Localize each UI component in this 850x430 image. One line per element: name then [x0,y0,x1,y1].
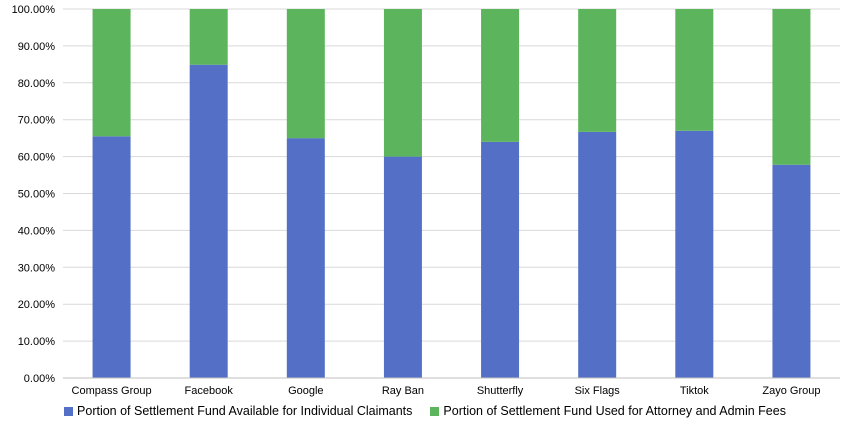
y-tick-label: 20.00% [18,299,56,311]
y-tick-label: 90.00% [18,41,56,53]
legend-label-claimants: Portion of Settlement Fund Available for… [77,404,413,418]
stacked-bar-chart: 0.00% 10.00% 20.00% 30.00% 40.00% 50.00% 60.00… [12,4,840,397]
legend-item-fees: Portion of Settlement Fund Used for Atto… [430,402,786,420]
x-tick-label: Shutterfly [477,385,524,397]
bar-segment-fees [286,9,325,139]
bars [92,9,811,379]
bar-segment-fees [578,9,617,132]
bar-segment-claimants [189,64,228,379]
y-tick-label: 80.00% [18,78,56,90]
bar-segment-fees [481,9,520,142]
y-axis: 0.00% 10.00% 20.00% 30.00% 40.00% 50.00% 60.00… [12,4,56,385]
bar-segment-claimants [383,156,422,378]
bar-segment-claimants [286,138,325,378]
bar-segment-fees [675,9,714,131]
legend-swatch-claimants [64,406,74,416]
legend-label-fees: Portion of Settlement Fund Used for Atto… [443,404,786,418]
legend-swatch-fees [430,406,440,416]
bar-segment-fees [772,9,811,165]
bar-segment-claimants [772,164,811,378]
y-tick-label: 50.00% [18,189,56,201]
legend-item-claimants: Portion of Settlement Fund Available for… [64,402,412,420]
bar-segment-claimants [578,131,617,378]
legend: Portion of Settlement Fund Available for… [0,402,850,420]
x-tick-label: Facebook [185,385,234,397]
x-tick-label: Tiktok [680,385,709,397]
x-tick-label: Six Flags [575,385,621,397]
bar-segment-claimants [92,136,131,378]
bar-segment-fees [189,9,228,65]
y-tick-label: 40.00% [18,225,56,237]
y-tick-label: 70.00% [18,115,56,127]
x-tick-label: Zayo Group [762,385,820,397]
bar-segment-fees [92,9,131,137]
y-tick-label: 30.00% [18,262,56,274]
gridlines [63,8,840,379]
bar-segment-claimants [675,130,714,378]
y-tick-label: 10.00% [18,336,56,348]
bar-segment-claimants [481,141,520,378]
x-tick-label: Ray Ban [382,385,424,397]
x-axis: Compass Group Facebook Google Ray Ban Shutte… [63,377,840,397]
y-tick-label: 60.00% [18,152,56,164]
y-tick-label: 0.00% [24,373,55,385]
bar-segment-fees [383,9,422,157]
y-tick-label: 100.00% [12,4,56,16]
x-tick-label: Compass Group [72,385,152,397]
x-tick-label: Google [288,385,323,397]
